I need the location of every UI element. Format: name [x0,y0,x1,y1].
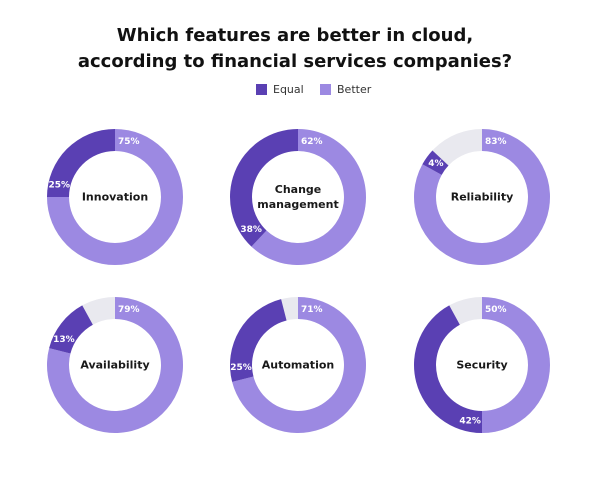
legend-label: Equal [273,83,304,96]
value-label: 79% [118,305,140,315]
slice [251,129,366,265]
donut-label: Change management [257,183,339,211]
slice [413,305,482,433]
legend-swatch [256,84,267,95]
donut-label: Innovation [81,190,149,204]
slice [230,299,287,382]
slice [47,129,115,197]
value-label: 50% [485,305,507,315]
value-label: 13% [53,335,75,345]
donut-label: Security [456,358,508,372]
donut-label: Automation [261,358,335,372]
slice [47,297,183,434]
slice [422,150,449,175]
slice [482,297,550,433]
value-label: 75% [118,137,140,147]
slice [229,129,298,247]
slice [232,297,366,433]
legend-label: Better [337,83,372,96]
value-label: 71% [301,305,323,315]
value-label: 38% [240,225,262,235]
chart-title: Which features are better in cloud, [117,25,473,46]
value-label: 42% [459,416,481,426]
donut-label: Availability [80,358,150,372]
slice [49,305,93,354]
value-label: 25% [230,363,252,373]
slice [413,129,550,265]
slice [47,129,183,265]
value-label: 83% [485,137,507,147]
value-label: 4% [428,159,443,169]
donut-label: Reliability [450,190,514,204]
value-label: 62% [301,137,323,147]
value-label: 25% [48,181,70,191]
chart-subtitle: according to financial services companie… [78,51,512,72]
legend-swatch [320,84,331,95]
